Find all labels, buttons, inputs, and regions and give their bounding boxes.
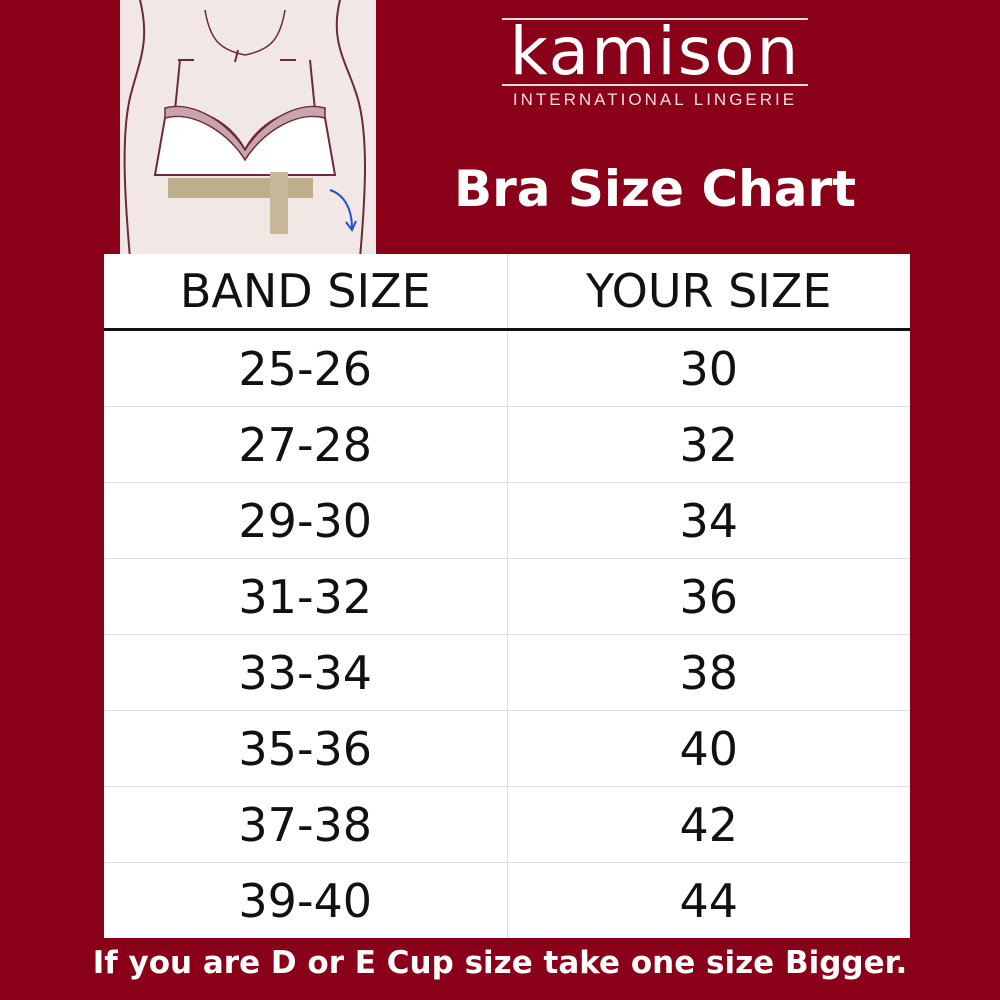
- your-size-cell: 32: [506, 406, 910, 483]
- band-size-cell: 27-28: [104, 406, 507, 483]
- your-size-cell: 42: [506, 786, 910, 863]
- cup-size-note: If you are D or E Cup size take one size…: [92, 945, 908, 981]
- size-table: BAND SIZE YOUR SIZE 25-26 30 27-28 32 29-3…: [104, 254, 910, 938]
- band-size-cell: 31-32: [104, 558, 507, 635]
- your-size-cell: 44: [506, 862, 910, 938]
- table-row: 31-32 36: [104, 558, 910, 635]
- table-header-row: BAND SIZE YOUR SIZE: [104, 254, 910, 331]
- band-size-cell: 33-34: [104, 634, 507, 711]
- table-row: 33-34 38: [104, 634, 910, 711]
- your-size-cell: 40: [506, 710, 910, 787]
- band-size-cell: 39-40: [104, 862, 507, 938]
- logo-tagline: INTERNATIONAL LINGERIE: [512, 90, 798, 109]
- your-size-cell: 30: [506, 329, 910, 407]
- your-size-cell: 36: [506, 558, 910, 635]
- table-row: 39-40 44: [104, 862, 910, 938]
- table-row: 25-26 30: [104, 329, 910, 407]
- kamison-logo: kamison INTERNATIONAL LINGERIE: [490, 18, 820, 110]
- logo-wordmark: kamison: [509, 13, 801, 90]
- band-measurement-illustration: [120, 0, 376, 259]
- table-row: 29-30 34: [104, 482, 910, 559]
- page-title: Bra Size Chart: [453, 160, 857, 218]
- band-size-cell: 35-36: [104, 710, 507, 787]
- your-size-cell: 34: [506, 482, 910, 559]
- band-size-cell: 29-30: [104, 482, 507, 559]
- band-size-cell: 37-38: [104, 786, 507, 863]
- table-row: 37-38 42: [104, 786, 910, 863]
- band-size-cell: 25-26: [104, 329, 507, 407]
- table-row: 27-28 32: [104, 406, 910, 483]
- band-size-header: BAND SIZE: [104, 254, 507, 331]
- table-row: 35-36 40: [104, 710, 910, 787]
- your-size-cell: 38: [506, 634, 910, 711]
- your-size-header: YOUR SIZE: [506, 254, 910, 331]
